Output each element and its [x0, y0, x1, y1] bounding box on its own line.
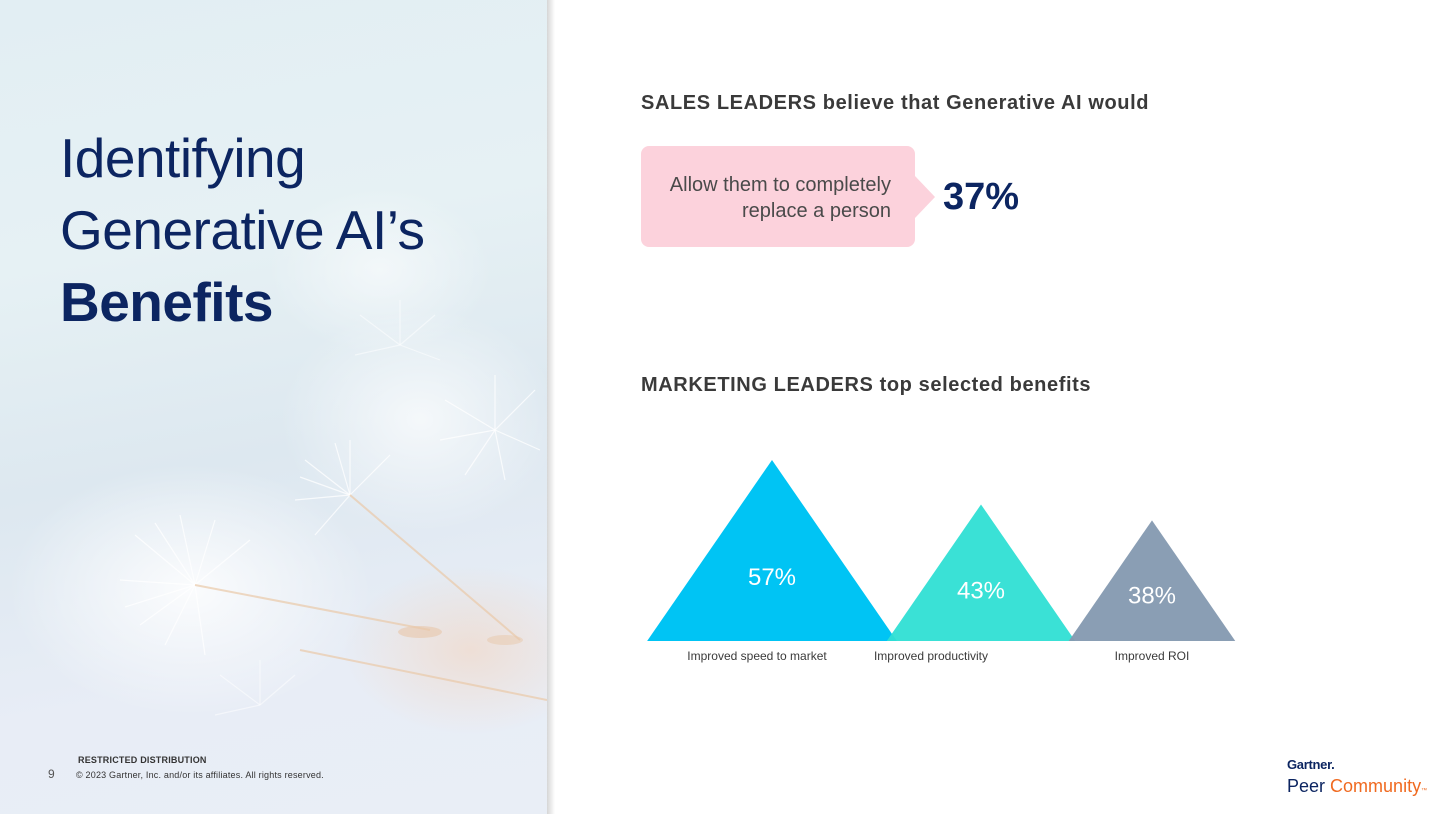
triangle-bar-2	[886, 504, 1076, 641]
copyright-notice: © 2023 Gartner, Inc. and/or its affiliat…	[76, 770, 324, 780]
triangle-value-label-3: 38%	[1128, 583, 1176, 610]
benefits-triangle-chart: 57% Improved speed to market 43% Improved p…	[647, 460, 1236, 663]
sales-callout-text: Allow them to completely replace a perso…	[669, 174, 891, 222]
page-number: 9	[48, 767, 55, 781]
slide-title: Identifying Generative AI’s Benefits	[60, 122, 425, 338]
community-word: Community	[1330, 776, 1422, 796]
sales-callout-box: Allow them to completely replace a perso…	[641, 146, 915, 247]
callout-arrow	[915, 176, 935, 218]
sales-leaders-heading: SALES LEADERS believe that Generative AI…	[641, 92, 1150, 114]
triangle-value-label-2: 43%	[957, 578, 1005, 605]
dandelion-image	[119, 300, 547, 716]
marketing-leaders-heading: MARKETING LEADERS top selected benefits	[641, 374, 1092, 396]
panel-shadow	[547, 0, 555, 814]
gartner-logo-text: Gartner	[1287, 757, 1332, 772]
category-label-2: Improved productivity	[874, 649, 988, 663]
restricted-distribution-label: RESTRICTED DISTRIBUTION	[78, 755, 207, 765]
trademark-symbol: ™	[1421, 788, 1428, 794]
triangle-value-label-1: 57%	[748, 564, 796, 591]
background-image-panel	[0, 0, 547, 814]
sales-percentage: 37%	[943, 176, 1020, 218]
category-label-3: Improved ROI	[1115, 649, 1190, 663]
triangle-bar-1	[647, 460, 897, 641]
title-line-1: Identifying	[60, 127, 306, 189]
title-line-3: Benefits	[60, 271, 274, 333]
category-label-1: Improved speed to market	[687, 649, 827, 663]
peer-community-logo: Peer Community™	[1287, 776, 1427, 797]
gartner-logo: Gartner.	[1287, 757, 1335, 772]
peer-word: Peer	[1287, 776, 1326, 796]
title-line-2: Generative AI’s	[60, 199, 425, 261]
triangle-bar-3	[1068, 520, 1236, 641]
